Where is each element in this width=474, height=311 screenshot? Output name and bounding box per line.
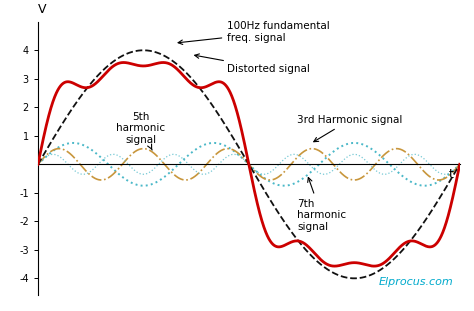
Text: 5th
harmonic
signal: 5th harmonic signal <box>116 112 165 150</box>
Text: t: t <box>448 168 454 181</box>
Text: V: V <box>38 3 46 16</box>
Text: 7th
harmonic
signal: 7th harmonic signal <box>297 178 346 232</box>
Text: Elprocus.com: Elprocus.com <box>379 277 454 287</box>
Text: Distorted signal: Distorted signal <box>195 54 310 74</box>
Text: 100Hz fundamental
freq. signal: 100Hz fundamental freq. signal <box>178 21 330 44</box>
Text: 3rd Harmonic signal: 3rd Harmonic signal <box>297 115 402 142</box>
